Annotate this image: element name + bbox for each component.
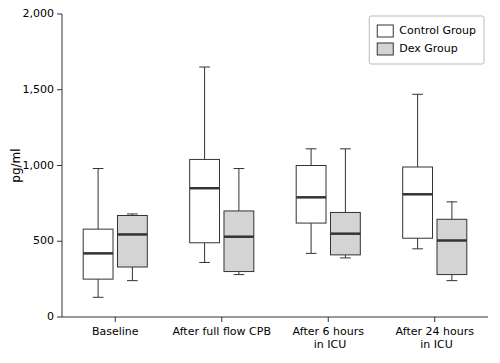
whisker [204, 243, 205, 263]
series [83, 67, 432, 297]
whisker [417, 94, 418, 167]
x-tick [434, 317, 435, 322]
whisker [98, 279, 99, 297]
x-tick-label: After 6 hours in ICU [293, 325, 365, 351]
whisker [345, 149, 346, 213]
whisker-cap [412, 248, 423, 249]
y-tick-label: 500 [33, 234, 54, 247]
y-axis: 0 500 1,000 1,500 2,000 [23, 7, 63, 323]
box [296, 166, 326, 224]
legend-label: Dex Group [399, 42, 458, 55]
box [330, 212, 360, 254]
whisker-cap [93, 168, 104, 169]
whisker-cap [127, 213, 138, 214]
legend-swatch [377, 25, 393, 37]
y-tick-label: 1,000 [23, 159, 55, 172]
y-tick-label: 0 [47, 310, 54, 323]
whisker-cap [412, 94, 423, 95]
y-tick [57, 241, 62, 242]
median [224, 235, 254, 238]
y-tick-label: 2,000 [23, 7, 55, 20]
y-tick [57, 89, 62, 90]
whisker-cap [306, 148, 317, 149]
median [83, 252, 113, 255]
x-axis-line [62, 317, 488, 318]
chart: 0 500 1,000 1,500 2,000 pg/ml Baseline After fu… [0, 0, 500, 363]
whisker-cap [447, 201, 458, 202]
whisker-cap [340, 148, 351, 149]
x-tick-label: After full flow CPB [173, 325, 271, 338]
median [403, 193, 433, 196]
y-axis-label: pg/ml [9, 148, 23, 182]
box [224, 211, 254, 272]
whisker [451, 202, 452, 219]
median [330, 232, 360, 235]
whisker-cap [93, 297, 104, 298]
x-tick [328, 317, 329, 322]
box [83, 229, 113, 279]
whisker [417, 238, 418, 249]
whisker-cap [340, 257, 351, 258]
x-axis: Baseline After full flow CPB After 6 hours… [62, 317, 488, 351]
whisker-cap [306, 253, 317, 254]
box [190, 159, 220, 242]
legend-frame [369, 16, 484, 64]
y-tick-label: 1,500 [23, 83, 55, 96]
whisker-cap [127, 280, 138, 281]
legend-label: Control Group [399, 24, 476, 37]
box [437, 219, 467, 274]
legend-swatch [377, 43, 393, 55]
whisker-cap [447, 280, 458, 281]
whisker [98, 169, 99, 230]
y-tick [57, 14, 62, 15]
whisker-cap [234, 274, 245, 275]
x-tick-label: After 24 hours in ICU [396, 325, 475, 351]
whisker-cap [234, 168, 245, 169]
x-tick [221, 317, 222, 322]
legend: Control Group Dex Group [369, 16, 484, 64]
whisker [311, 149, 312, 166]
series [117, 149, 466, 281]
whisker-cap [199, 67, 210, 68]
whisker [451, 275, 452, 281]
median [190, 187, 220, 190]
median [117, 233, 147, 236]
whisker [132, 267, 133, 281]
whisker [311, 223, 312, 253]
whisker-cap [199, 262, 210, 263]
median [296, 196, 326, 199]
y-tick [57, 317, 62, 318]
box [117, 215, 147, 267]
box [403, 167, 433, 238]
x-tick-label: Baseline [92, 325, 139, 338]
y-axis-line [62, 14, 63, 317]
x-tick [115, 317, 116, 322]
whisker [204, 67, 205, 159]
y-tick [57, 165, 62, 166]
median [437, 239, 467, 242]
plot-area [83, 67, 467, 297]
whisker [238, 169, 239, 211]
